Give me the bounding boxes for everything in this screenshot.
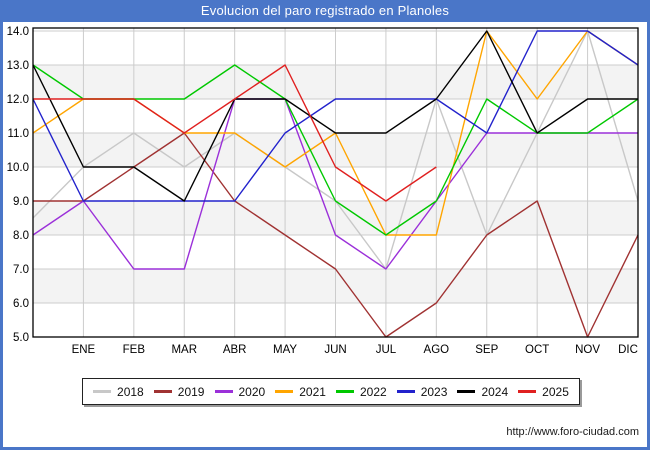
y-tick-label: 14.0	[7, 26, 29, 38]
plot-border	[32, 27, 639, 338]
x-tick-label: DIC	[618, 344, 638, 356]
legend-swatch-2020	[214, 390, 233, 393]
y-tick-label: 12.0	[7, 94, 29, 106]
legend-item-2018: 2018	[93, 385, 144, 399]
x-tick-label: ENE	[72, 344, 96, 356]
legend-swatch-2024	[457, 390, 476, 393]
x-tick-label: ABR	[223, 344, 247, 356]
legend-swatch-2021	[275, 390, 294, 393]
x-tick-label: JUL	[376, 344, 397, 356]
y-tick-label: 6.0	[13, 298, 29, 310]
x-tick-label: MAY	[273, 344, 297, 356]
legend: 2018 2019 2020 2021 2022 2023 2024 2025	[82, 378, 580, 405]
legend-swatch-2023	[396, 390, 415, 393]
series-line-2023	[32, 30, 639, 202]
legend-label-2023: 2023	[420, 384, 448, 399]
legend-item-2024: 2024	[457, 385, 508, 399]
legend-item-2025: 2025	[518, 385, 569, 399]
legend-item-2022: 2022	[335, 384, 387, 399]
series-line-2025	[33, 64, 437, 202]
x-tick-label: AGO	[424, 344, 450, 356]
legend-label-2018: 2018	[117, 384, 144, 399]
y-tick-label: 7.0	[13, 264, 29, 276]
legend-label-2025: 2025	[542, 384, 569, 399]
x-tick-label: SEP	[475, 344, 498, 356]
y-tick-label: 5.0	[13, 332, 29, 344]
x-tick-label: NOV	[575, 344, 600, 356]
legend-item-2023: 2023	[396, 384, 448, 399]
legend-label-2020: 2020	[238, 384, 266, 399]
legend-label-2022: 2022	[359, 384, 387, 399]
footer-link[interactable]: http://www.foro-ciudad.com	[506, 426, 639, 438]
y-tick-label: 13.0	[7, 60, 29, 72]
legend-swatch-2018	[93, 390, 112, 393]
x-tick-label: FEB	[123, 344, 146, 356]
legend-item-2021: 2021	[275, 385, 326, 399]
y-tick-label: 10.0	[7, 162, 29, 174]
legend-swatch-2019	[153, 390, 172, 393]
legend-item-2019: 2019	[153, 384, 205, 399]
series-line-2024	[32, 30, 638, 202]
legend-label-2019: 2019	[177, 384, 205, 399]
legend-item-2020: 2020	[214, 384, 266, 399]
legend-swatch-2025	[518, 390, 537, 393]
legend-label-2021: 2021	[299, 384, 326, 399]
y-tick-label: 8.0	[13, 230, 29, 242]
x-tick-label: JUN	[324, 344, 346, 356]
legend-label-2024: 2024	[481, 384, 509, 399]
legend-swatch-2022	[335, 390, 354, 393]
x-tick-label: MAR	[171, 344, 197, 356]
page-title: Evolucion del paro registrado en Planole…	[3, 0, 647, 22]
y-tick-label: 9.0	[13, 196, 29, 208]
y-tick-label: 11.0	[7, 128, 29, 140]
x-tick-label: OCT	[525, 344, 549, 356]
